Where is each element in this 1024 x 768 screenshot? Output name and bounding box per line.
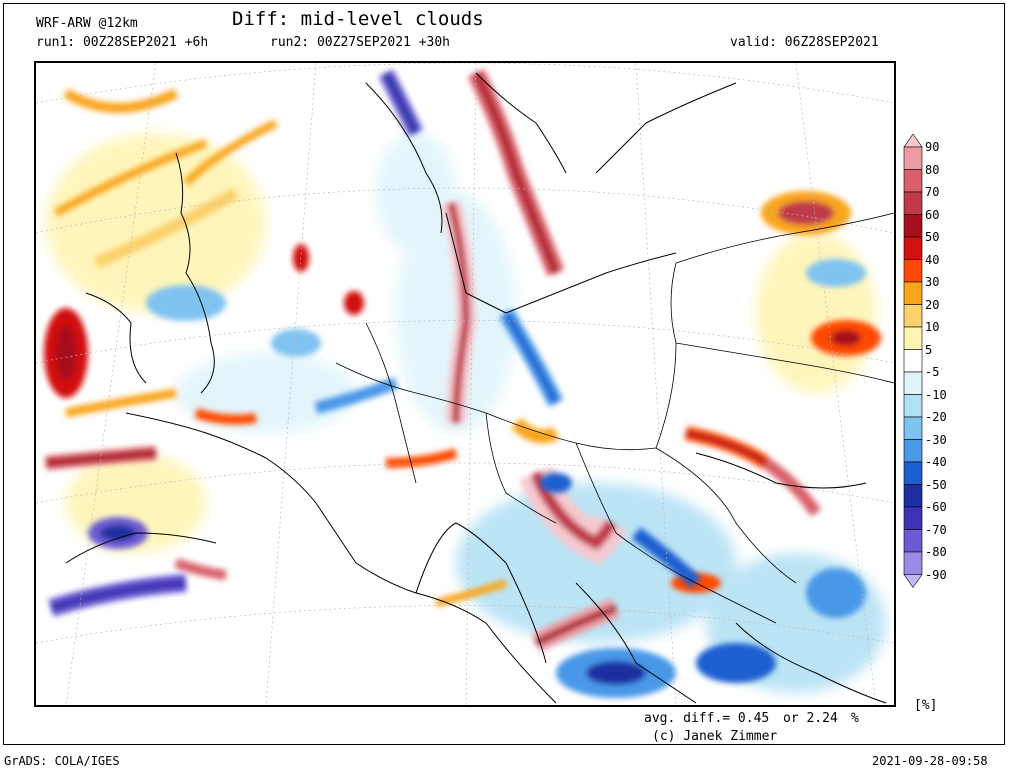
software-label: GrADS: COLA/IGES (4, 754, 120, 768)
colorbar-tick-label: -40 (925, 455, 947, 469)
colorbar-tick-label: -30 (925, 432, 947, 447)
colorbar-swatch (903, 461, 923, 485)
colorbar-swatch (903, 146, 923, 170)
colorbar-tick-label: 90 (925, 140, 940, 154)
colorbar-swatch (903, 259, 923, 283)
colorbar-tick-label: -50 (925, 477, 947, 492)
colorbar-tick-label: 20 (925, 297, 940, 312)
colorbar-swatch (903, 349, 923, 373)
avg-diff-label: avg. diff.= 0.45 (644, 711, 770, 726)
colorbar-tick-label: -10 (925, 387, 947, 402)
colorbar-swatch (903, 416, 923, 440)
avg-diff-pct-unit: % (851, 711, 859, 726)
colorbar-swatch (903, 506, 923, 530)
colorbar-swatch (903, 326, 923, 350)
colorbar-swatch (903, 551, 923, 575)
valid-time-label: valid: 06Z28SEP2021 (730, 35, 879, 50)
colorbar-swatch (903, 439, 923, 463)
colorbar-swatch (903, 394, 923, 418)
colorbar-tick-label: 70 (925, 185, 940, 199)
colorbar-tick-label: 40 (925, 252, 940, 267)
colorbar-tick-label: -5 (925, 365, 940, 379)
colorbar (903, 134, 923, 589)
coastlines (65, 72, 887, 704)
colorbar-tick-label: 5 (925, 342, 933, 357)
plot-frame (3, 3, 1005, 745)
colorbar-tick-label: -20 (925, 410, 947, 424)
timestamp-label: 2021-09-28-09:58 (872, 754, 988, 768)
cloud-difference-map (36, 63, 894, 705)
colorbar-tick-label: -60 (925, 500, 947, 514)
colorbar-tick-label: 10 (925, 320, 940, 334)
avg-diff-pct-value: or 2.24 (783, 711, 838, 726)
map-title: Diff: mid-level clouds (232, 8, 484, 30)
colorbar-swatch (903, 214, 923, 238)
colorbar-swatch (903, 134, 923, 148)
run1-label: run1: 00Z28SEP2021 +6h (36, 35, 209, 50)
colorbar-tick-label: 30 (925, 275, 940, 289)
colorbar-tick-label: -90 (925, 567, 947, 582)
colorbar-swatch (903, 236, 923, 260)
map-panel[interactable] (34, 61, 896, 707)
model-label: WRF-ARW @12km (36, 16, 138, 31)
colorbar-swatch (903, 304, 923, 328)
colorbar-swatch (903, 281, 923, 305)
colorbar-swatch (903, 371, 923, 395)
colorbar-swatch (903, 574, 923, 589)
colorbar-swatch (903, 169, 923, 193)
country-borders (335, 212, 894, 624)
run2-label: run2: 00Z27SEP2021 +30h (270, 35, 451, 50)
colorbar-tick-label: -80 (925, 545, 947, 559)
colorbar-tick-label: 50 (925, 230, 940, 244)
colorbar-swatch (903, 529, 923, 553)
colorbar-tick-label: -70 (925, 522, 947, 537)
positive-diff-layer (44, 68, 881, 652)
colorbar-swatch (903, 191, 923, 215)
colorbar-swatch (903, 484, 923, 508)
colorbar-tick-label: 80 (925, 162, 940, 177)
units-label: [%] (914, 698, 938, 713)
graticule (36, 63, 894, 705)
author-credit: (c) Janek Zimmer (652, 729, 778, 744)
negative-diff-layer (48, 69, 866, 698)
colorbar-tick-label: 60 (925, 207, 940, 222)
